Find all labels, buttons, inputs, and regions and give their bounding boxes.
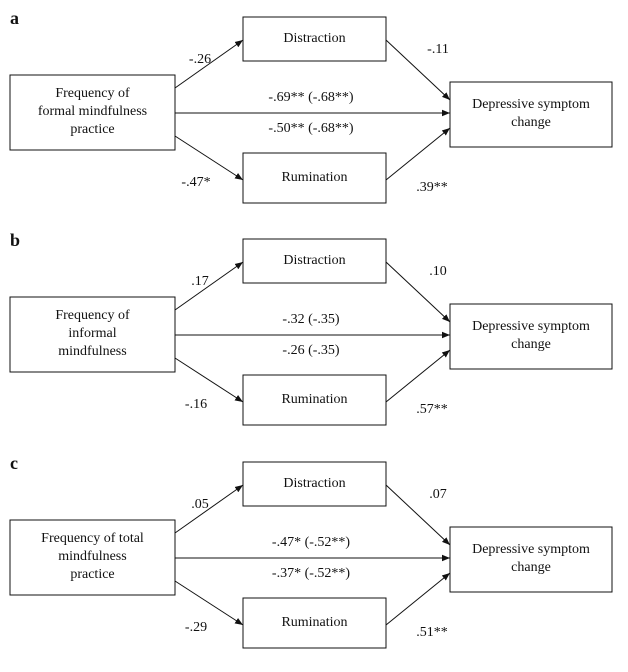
- predictor-box: [9, 519, 176, 596]
- edge-label: -.16: [185, 397, 207, 412]
- arrow: [174, 39, 244, 89]
- edge-label: -.11: [427, 42, 449, 57]
- mediator-box: [242, 16, 387, 62]
- outcome-text: change: [511, 115, 551, 130]
- edge-label: .10: [429, 264, 447, 279]
- arrow: [174, 357, 244, 403]
- outcome-text: change: [511, 337, 551, 352]
- mediator-text: Rumination: [281, 170, 347, 185]
- arrow: [174, 135, 244, 181]
- edge-label: -.69** (-.68**): [268, 90, 353, 105]
- edge-label: -.29: [185, 620, 207, 635]
- predictor-text: informal: [68, 326, 116, 341]
- arrow: [174, 580, 244, 626]
- edge-label: -.26: [189, 52, 211, 67]
- predictor-text: mindfulness: [58, 344, 126, 359]
- panel-label: a: [10, 8, 19, 28]
- arrow: [385, 572, 451, 626]
- edge-label: -.32 (-.35): [282, 312, 339, 327]
- edge-label: .51**: [416, 625, 448, 640]
- edge-label: .07: [429, 487, 447, 502]
- edge-label: .17: [191, 274, 209, 289]
- arrow: [385, 484, 451, 546]
- predictor-box: [9, 296, 176, 373]
- path-panel: a Frequency of formal mindfulness practice D…: [9, 8, 613, 204]
- predictor-text: practice: [70, 567, 114, 582]
- mediator-text: Rumination: [281, 615, 347, 630]
- predictor-box: [9, 74, 176, 151]
- edge-label: -.50** (-.68**): [268, 121, 353, 136]
- mediator-text: Distraction: [283, 476, 345, 491]
- outcome-text: Depressive symptom: [472, 542, 590, 557]
- mediator-box: [242, 461, 387, 507]
- outcome-text: Depressive symptom: [472, 97, 590, 112]
- path-panel: c Frequency of total mindfulness practice Di…: [9, 453, 613, 649]
- mediator-box: [242, 152, 387, 204]
- edge-label: -.37* (-.52**): [272, 566, 350, 581]
- mediator-box: [242, 238, 387, 284]
- outcome-text: change: [511, 560, 551, 575]
- predictor-text: Frequency of total: [41, 531, 144, 546]
- mediator-text: Distraction: [283, 253, 345, 268]
- path-panel: b Frequency of informal mindfulness Distract…: [9, 230, 613, 426]
- edge-label: -.47* (-.52**): [272, 535, 350, 550]
- panel-label: c: [10, 453, 18, 473]
- arrow: [385, 349, 451, 403]
- mediator-box: [242, 374, 387, 426]
- predictor-text: Frequency of: [55, 86, 130, 101]
- edge-label: .39**: [416, 180, 448, 195]
- predictor-text: formal mindfulness: [38, 104, 147, 119]
- outcome-text: Depressive symptom: [472, 319, 590, 334]
- edge-label: -.26 (-.35): [282, 343, 339, 358]
- panel-label: b: [10, 230, 20, 250]
- outcome-box: [449, 526, 613, 593]
- arrow: [385, 261, 451, 323]
- arrow: [174, 261, 244, 311]
- outcome-box: [449, 303, 613, 370]
- edge-label: -.47*: [181, 175, 210, 190]
- edge-label: .05: [191, 497, 209, 512]
- arrow: [385, 127, 451, 181]
- mediator-text: Distraction: [283, 31, 345, 46]
- mediator-text: Rumination: [281, 392, 347, 407]
- arrow: [174, 484, 244, 534]
- predictor-text: practice: [70, 122, 114, 137]
- edge-label: .57**: [416, 402, 448, 417]
- predictor-text: Frequency of: [55, 308, 130, 323]
- arrow: [385, 39, 451, 101]
- predictor-text: mindfulness: [58, 549, 126, 564]
- outcome-box: [449, 81, 613, 148]
- mediator-box: [242, 597, 387, 649]
